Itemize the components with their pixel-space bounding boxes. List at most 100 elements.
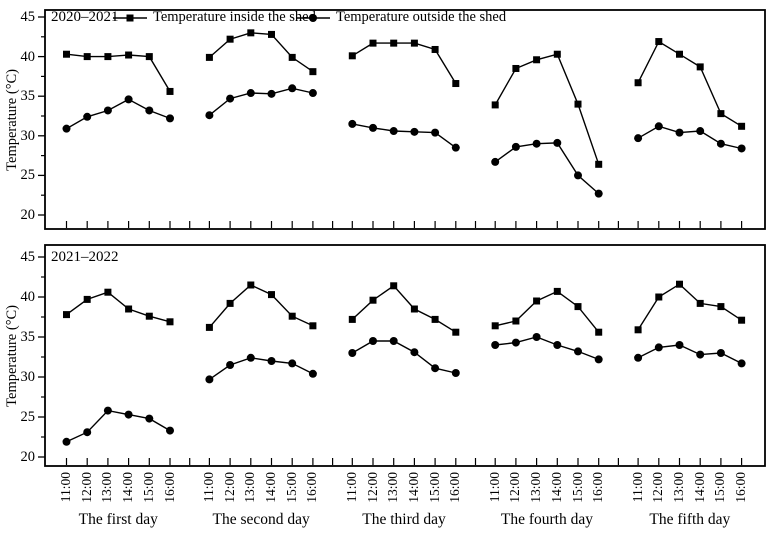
legend-label-outside: Temperature outside the shed bbox=[336, 9, 507, 25]
x-time-label: 13:00 bbox=[671, 472, 686, 503]
series-line bbox=[208, 284, 314, 328]
square-data-marker bbox=[574, 303, 582, 311]
square-data-marker bbox=[288, 312, 296, 320]
x-time-label: 15:00 bbox=[712, 472, 728, 503]
square-data-marker bbox=[63, 50, 70, 58]
y-axis-title-wrap-top: Temperature (°C) bbox=[1, 10, 23, 229]
circle-data-marker bbox=[205, 111, 214, 120]
circle-data-marker bbox=[675, 128, 684, 137]
circle-data-marker bbox=[308, 369, 317, 378]
circle-data-marker bbox=[62, 437, 71, 446]
circle-data-marker bbox=[511, 142, 520, 151]
circle-data-marker bbox=[594, 355, 603, 364]
series-line bbox=[351, 340, 456, 374]
panel-label-2020-2021: 2020–2021 bbox=[51, 9, 119, 25]
circle-data-marker bbox=[103, 106, 112, 115]
square-data-marker bbox=[491, 322, 499, 330]
square-data-marker bbox=[104, 53, 112, 61]
square-data-marker bbox=[738, 316, 746, 324]
square-data-marker bbox=[247, 281, 255, 289]
x-time-label: 14:00 bbox=[405, 472, 421, 503]
circle-data-marker bbox=[634, 134, 643, 143]
square-data-marker bbox=[410, 305, 418, 313]
circle-data-marker bbox=[369, 123, 377, 132]
x-time-label: 16:00 bbox=[733, 472, 749, 503]
circle-data-marker bbox=[451, 143, 460, 152]
series-line bbox=[351, 284, 457, 333]
series-line bbox=[209, 357, 314, 380]
circle-data-marker bbox=[267, 357, 276, 365]
square-data-marker bbox=[104, 288, 112, 296]
square-data-marker bbox=[634, 79, 642, 87]
x-time-label: 12:00 bbox=[78, 472, 94, 503]
circle-data-marker bbox=[308, 89, 317, 98]
circle-data-marker bbox=[410, 348, 419, 357]
series-line bbox=[208, 87, 314, 116]
legend-item-inside: Temperature inside the shed bbox=[112, 10, 316, 25]
y-tick-label: 35 bbox=[20, 88, 36, 105]
circle-data-marker bbox=[205, 375, 214, 384]
legend-label-inside: Temperature inside the shed bbox=[153, 9, 316, 25]
circle-data-marker bbox=[166, 426, 174, 435]
circle-data-marker bbox=[288, 359, 297, 368]
y-tick-label: 30 bbox=[20, 127, 36, 144]
series-line bbox=[66, 409, 171, 443]
square-data-marker bbox=[676, 50, 683, 58]
square-data-marker bbox=[452, 328, 460, 336]
x-time-label: 12:00 bbox=[507, 472, 523, 503]
x-day-label: The fifth day bbox=[649, 511, 731, 528]
x-time-label: 14:00 bbox=[263, 472, 278, 503]
circle-data-marker bbox=[737, 144, 746, 153]
x-time-label: 15:00 bbox=[140, 472, 156, 503]
square-data-marker bbox=[288, 53, 296, 61]
square-data-marker bbox=[309, 68, 317, 76]
x-time-label: 12:00 bbox=[221, 472, 237, 503]
square-data-marker bbox=[145, 312, 153, 320]
square-data-marker bbox=[595, 160, 603, 168]
square-data-marker bbox=[431, 315, 439, 323]
series-line bbox=[637, 125, 742, 150]
square-data-marker bbox=[369, 296, 377, 304]
square-data-marker bbox=[491, 101, 499, 109]
panel-label-2021-2022: 2021–2022 bbox=[51, 249, 119, 265]
circle-data-marker bbox=[389, 127, 398, 136]
series-line bbox=[352, 123, 457, 149]
x-time-label: 11:00 bbox=[200, 472, 216, 503]
x-time-label: 16:00 bbox=[447, 472, 463, 503]
square-data-marker bbox=[390, 282, 398, 290]
square-data-marker bbox=[166, 87, 174, 95]
square-data-marker bbox=[431, 45, 439, 53]
circle-data-marker bbox=[348, 119, 357, 128]
circle-data-marker bbox=[451, 369, 460, 377]
x-time-label: 11:00 bbox=[629, 472, 645, 503]
y-axis-title-top: Temperature (°C) bbox=[3, 68, 20, 171]
square-series-marker-icon bbox=[113, 14, 147, 21]
series-line bbox=[637, 344, 742, 365]
circle-data-marker bbox=[145, 106, 154, 115]
circle-data-marker bbox=[696, 350, 705, 359]
x-day-label: The first day bbox=[78, 511, 158, 528]
circle-data-marker bbox=[431, 128, 440, 137]
square-data-marker bbox=[348, 315, 356, 323]
circle-data-marker bbox=[389, 337, 398, 345]
y-tick-label: 30 bbox=[20, 369, 36, 385]
circle-data-marker bbox=[553, 341, 562, 349]
series-line bbox=[495, 290, 600, 333]
circle-data-marker bbox=[654, 343, 663, 352]
square-data-marker bbox=[145, 53, 153, 61]
x-time-label: 14:00 bbox=[548, 472, 564, 503]
square-data-marker bbox=[512, 317, 520, 325]
series-line bbox=[208, 32, 314, 73]
square-data-marker bbox=[83, 295, 91, 303]
x-time-label: 12:00 bbox=[364, 472, 380, 503]
x-time-label: 16:00 bbox=[304, 472, 320, 503]
x-time-label: 15:00 bbox=[283, 472, 299, 503]
square-data-marker bbox=[410, 39, 418, 47]
circle-data-marker bbox=[654, 122, 663, 131]
circle-data-marker bbox=[675, 341, 684, 349]
y-tick-label: 25 bbox=[20, 167, 36, 184]
circle-data-marker bbox=[553, 138, 562, 147]
circle-data-marker bbox=[83, 428, 92, 437]
x-time-label: 15:00 bbox=[569, 472, 585, 503]
